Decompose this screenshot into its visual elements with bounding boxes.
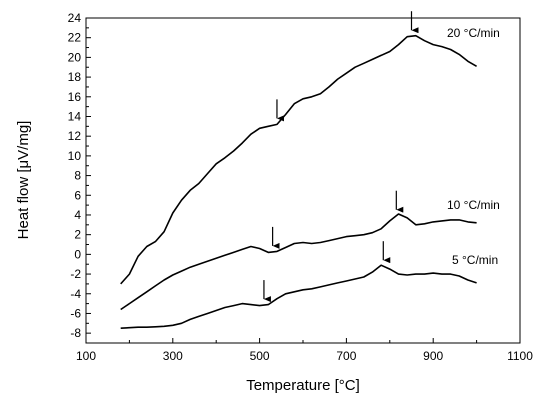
series-layer: 20 °C/min 10 °C/min 5 °C/min [120,11,500,329]
y-tick-label: -4 [70,287,81,301]
series-label: 20 °C/min [447,26,500,40]
series-20-c-min: 20 °C/min [120,11,500,285]
y-tick-label: 8 [74,169,81,183]
y-tick-label: 12 [68,129,82,143]
y-tick-label: 14 [68,109,82,123]
y-tick-label: 16 [68,90,82,104]
series-line [120,213,477,311]
y-tick-label: 2 [74,228,81,242]
x-axis-title: Temperature [°C] [246,377,360,394]
x-tick-label: 500 [250,349,270,363]
y-tick-label: -2 [70,267,81,281]
series-label: 10 °C/min [447,198,500,212]
y-tick-label: 0 [74,247,81,261]
series-line [120,34,477,285]
y-tick-label: 22 [68,31,82,45]
plot-frame [85,17,521,344]
x-tick-label: 700 [336,349,356,363]
x-tick-label: 1100 [507,349,533,363]
y-tick-label: -6 [70,306,81,320]
series-5-c-min: 5 °C/min [120,241,498,329]
series-10-c-min: 10 °C/min [120,190,500,311]
x-axis: 100 300 500 700 900 1100 [76,338,533,363]
y-tick-label: 24 [68,11,82,25]
series-line [120,264,477,329]
y-tick-label: -8 [70,326,81,340]
x-tick-label: 300 [163,349,183,363]
y-tick-label: 10 [68,149,82,163]
series-label: 5 °C/min [452,253,498,267]
y-axis-title: Heat flow [μV/mg] [15,121,32,240]
y-tick-label: 4 [74,208,81,222]
y-tick-label: 20 [68,50,82,64]
x-tick-label: 100 [76,349,96,363]
y-tick-label: 18 [68,70,82,84]
y-tick-label: 6 [74,188,81,202]
x-tick-label: 900 [423,349,443,363]
